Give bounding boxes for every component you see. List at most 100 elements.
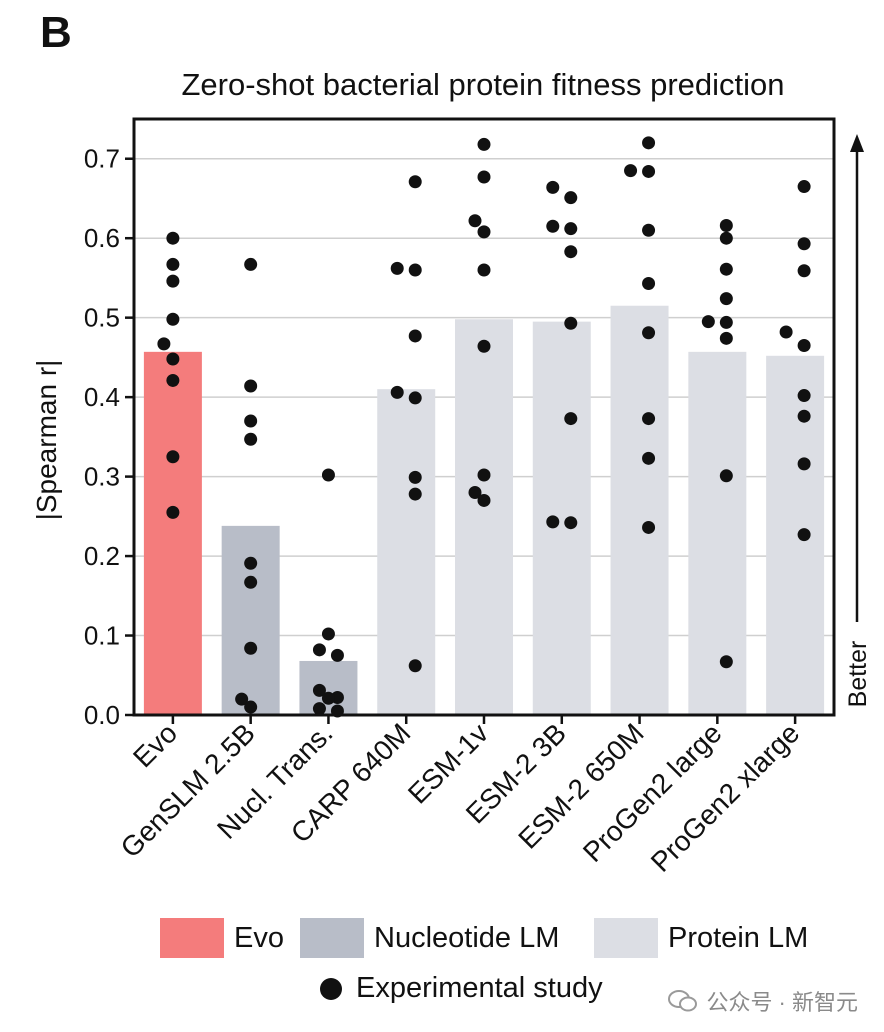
- data-point: [564, 316, 578, 330]
- legend-dot-icon: [320, 977, 342, 1000]
- data-point: [719, 315, 733, 329]
- y-tick-label: 0.6: [84, 223, 120, 253]
- bar-progen2-xlarge: [766, 355, 825, 715]
- data-point: [166, 257, 180, 271]
- legend-label-protein-lm: Protein LM: [668, 921, 809, 954]
- data-point: [797, 528, 811, 542]
- data-point: [408, 487, 422, 501]
- data-point: [564, 516, 578, 530]
- legend: Evo Nucleotide LM Protein LM Experimenta…: [0, 910, 884, 1032]
- bar-esm-1v: [455, 319, 513, 715]
- data-point: [719, 218, 733, 232]
- data-point: [564, 222, 578, 236]
- watermark: 公众号 · 新智元: [668, 985, 858, 1017]
- data-point: [719, 262, 733, 276]
- data-point: [477, 339, 491, 353]
- data-point: [408, 329, 422, 343]
- data-point: [797, 180, 811, 194]
- data-point: [408, 391, 422, 405]
- bar-esm-2-650m: [610, 305, 669, 715]
- data-point: [642, 451, 656, 465]
- data-point: [312, 702, 326, 716]
- data-point: [719, 469, 733, 483]
- y-tick-label: 0.7: [84, 144, 120, 174]
- data-point: [642, 164, 656, 178]
- bar-progen2-large: [688, 351, 747, 715]
- data-points: [157, 136, 811, 718]
- data-point: [408, 175, 422, 189]
- data-point: [624, 164, 638, 178]
- x-tick-label: ProGen2 large: [577, 717, 728, 868]
- legend-label-evo: Evo: [234, 921, 284, 954]
- data-point: [477, 468, 491, 482]
- data-point: [166, 274, 180, 288]
- data-point: [244, 432, 258, 446]
- data-point: [166, 373, 180, 387]
- data-point: [642, 136, 656, 150]
- data-point: [564, 245, 578, 259]
- data-point: [642, 520, 656, 534]
- data-point: [719, 292, 733, 306]
- data-point: [477, 493, 491, 507]
- data-point: [719, 655, 733, 669]
- legend-item-protein-lm: Protein LM: [594, 918, 808, 958]
- legend-label-experimental-study: Experimental study: [356, 972, 603, 1004]
- data-point: [244, 257, 258, 271]
- better-arrow: [850, 134, 864, 622]
- data-point: [546, 219, 560, 233]
- data-point: [477, 137, 491, 151]
- data-point: [330, 648, 344, 662]
- data-point: [797, 389, 811, 403]
- data-point: [408, 263, 422, 277]
- data-point: [166, 505, 180, 519]
- data-point: [546, 515, 560, 529]
- data-point: [312, 643, 326, 657]
- data-point: [564, 191, 578, 205]
- x-tick-label: GenSLM 2.5B: [115, 717, 261, 863]
- chart: Zero-shot bacterial protein fitness pred…: [31, 67, 872, 878]
- data-point: [244, 641, 258, 655]
- y-tick-label: 0.1: [84, 621, 120, 651]
- y-tick-label: 0.3: [84, 462, 120, 492]
- y-tick-label: 0.2: [84, 541, 120, 571]
- data-point: [642, 276, 656, 290]
- y-axis: 0.0 0.1 0.2 0.3 0.4 0.5 0.6 0.7: [84, 144, 134, 730]
- legend-item-nucleotide-lm: Nucleotide LM: [300, 918, 559, 958]
- data-point: [546, 180, 560, 194]
- data-point: [166, 450, 180, 464]
- data-point: [779, 325, 793, 339]
- bar-esm-2-3b: [532, 321, 591, 715]
- bars: [143, 305, 825, 715]
- y-tick-label: 0.4: [84, 382, 120, 412]
- x-tick-label: Evo: [127, 717, 183, 773]
- data-point: [166, 312, 180, 326]
- data-point: [408, 470, 422, 484]
- data-point: [166, 352, 180, 366]
- data-point: [244, 556, 258, 570]
- data-point: [321, 468, 335, 482]
- bar-nucl-trans: [299, 660, 358, 715]
- panel-letter: B: [40, 8, 72, 57]
- data-point: [477, 263, 491, 277]
- data-point: [321, 627, 335, 641]
- chart-title: Zero-shot bacterial protein fitness pred…: [181, 67, 784, 102]
- data-point: [468, 214, 482, 228]
- y-tick-label: 0.5: [84, 303, 120, 333]
- data-point: [390, 261, 404, 275]
- data-point: [468, 485, 482, 499]
- data-point: [408, 659, 422, 673]
- data-point: [244, 700, 258, 714]
- y-tick-label: 0.0: [84, 700, 120, 730]
- legend-swatch-protein-lm: [594, 918, 658, 958]
- legend-swatch-nucleotide-lm: [300, 918, 364, 958]
- better-label: Better: [844, 641, 872, 708]
- bar-carp-640m: [377, 389, 436, 715]
- data-point: [797, 457, 811, 471]
- data-point: [477, 170, 491, 184]
- data-point: [390, 385, 404, 399]
- data-point: [564, 412, 578, 426]
- data-point: [157, 337, 171, 351]
- wechat-icon: [668, 990, 698, 1012]
- data-point: [719, 231, 733, 245]
